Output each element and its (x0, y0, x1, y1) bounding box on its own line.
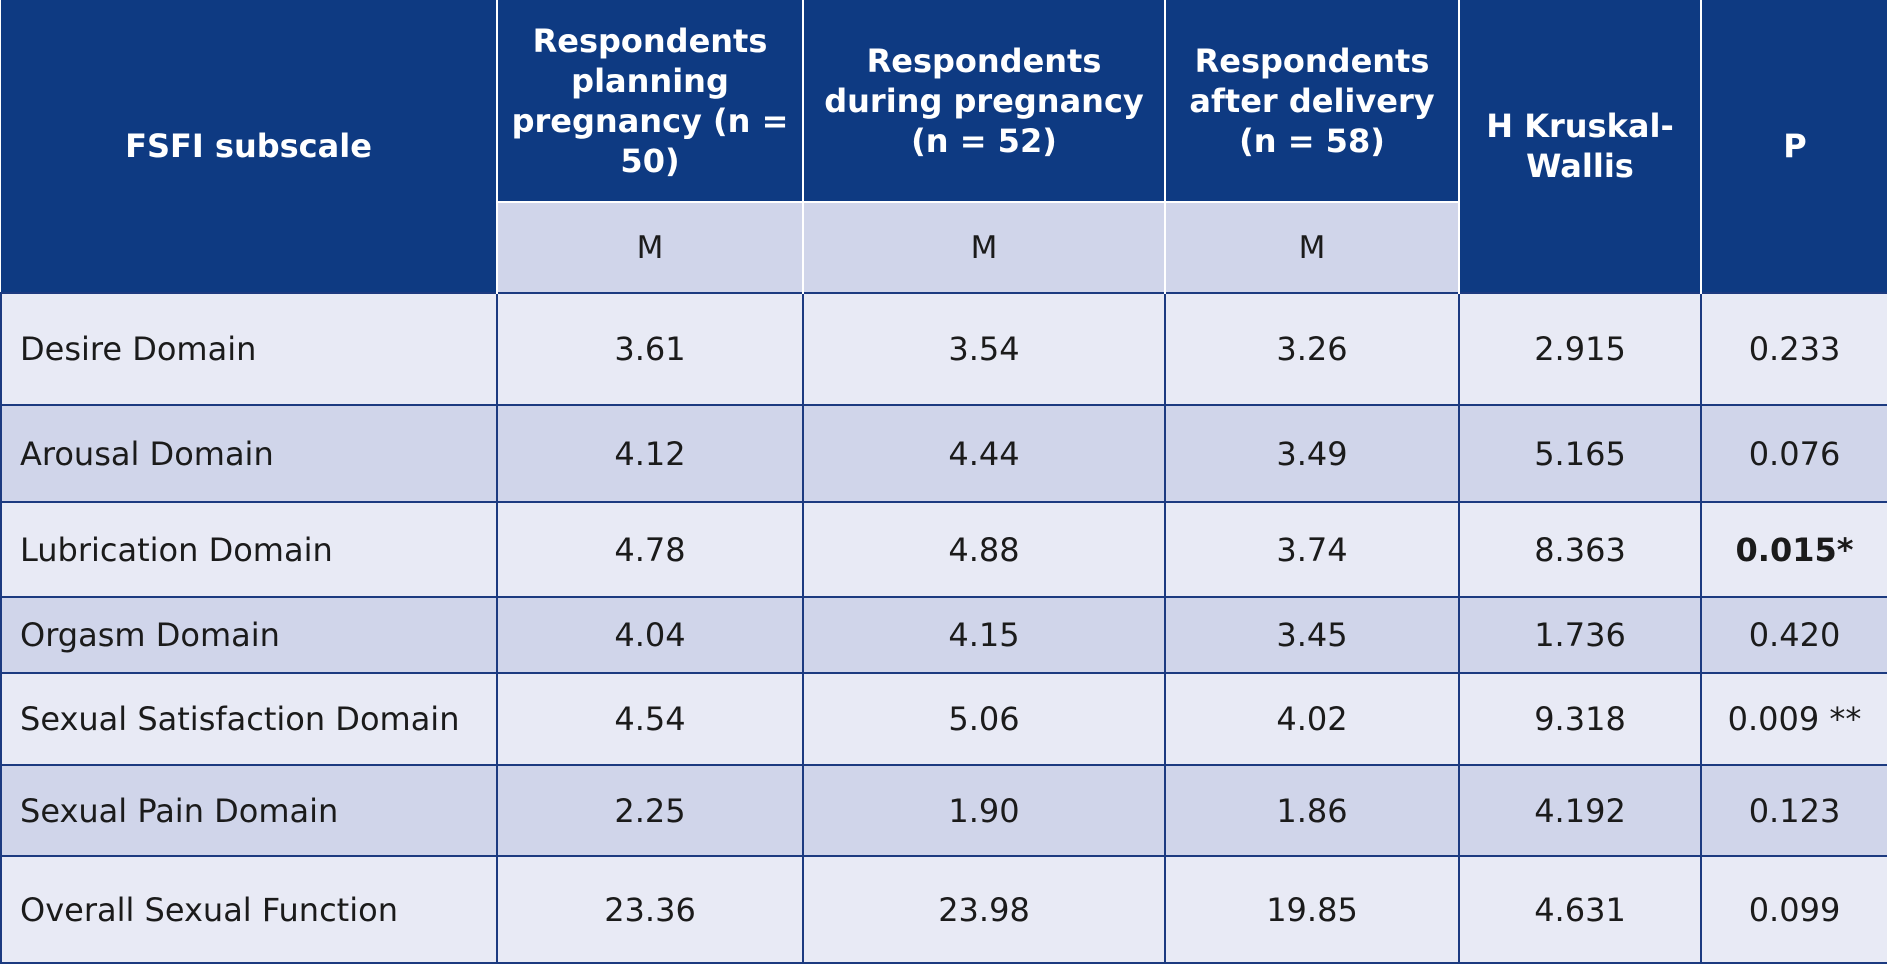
cell-after: 3.45 (1164, 596, 1460, 674)
cell-after: 3.74 (1164, 501, 1460, 598)
row-label: Sexual Satisfaction Domain (0, 672, 498, 766)
cell-planning: 4.78 (496, 501, 804, 598)
cell-h-value: 4.631 (1458, 855, 1702, 964)
cell-planning: 4.54 (496, 672, 804, 766)
cell-after: 4.02 (1164, 672, 1460, 766)
cell-h-value: 9.318 (1458, 672, 1702, 766)
header-p-value: P (1700, 0, 1887, 293)
table-row: Overall Sexual Function 23.36 23.98 19.8… (0, 855, 1887, 964)
table-row: Desire Domain 3.61 3.54 3.26 2.915 0.233 (0, 292, 1887, 406)
cell-during: 4.88 (802, 501, 1166, 598)
table-row: Sexual Satisfaction Domain 4.54 5.06 4.0… (0, 672, 1887, 766)
cell-after: 19.85 (1164, 855, 1460, 964)
cell-p-value: 0.099 (1700, 855, 1887, 964)
cell-p-value: 0.076 (1700, 404, 1887, 503)
cell-p-value: 0.123 (1700, 764, 1887, 857)
cell-h-value: 4.192 (1458, 764, 1702, 857)
subheader-mean-planning: M (497, 201, 804, 293)
cell-h-value: 2.915 (1458, 292, 1702, 406)
cell-planning: 2.25 (496, 764, 804, 857)
row-label: Arousal Domain (0, 404, 498, 503)
row-label: Desire Domain (0, 292, 498, 406)
header-h-kruskal-wallis: H Kruskal-Wallis (1458, 0, 1702, 293)
header-during-pregnancy: Respondents during pregnancy (n = 52) (802, 0, 1166, 202)
table-row: Lubrication Domain 4.78 4.88 3.74 8.363 … (0, 501, 1887, 598)
cell-during: 3.54 (802, 292, 1166, 406)
row-label: Sexual Pain Domain (0, 764, 498, 857)
table-row: Sexual Pain Domain 2.25 1.90 1.86 4.192 … (0, 764, 1887, 857)
cell-during: 1.90 (802, 764, 1166, 857)
cell-p-value-significant: 0.015* (1700, 501, 1887, 598)
cell-during: 4.44 (802, 404, 1166, 503)
cell-after: 1.86 (1164, 764, 1460, 857)
cell-during: 4.15 (802, 596, 1166, 674)
cell-h-value: 1.736 (1458, 596, 1702, 674)
header-planning-pregnancy: Respondents planning pregnancy (n = 50) (496, 0, 804, 202)
cell-after: 3.26 (1164, 292, 1460, 406)
cell-planning: 4.04 (496, 596, 804, 674)
row-label: Orgasm Domain (0, 596, 498, 674)
cell-h-value: 8.363 (1458, 501, 1702, 598)
header-fsfi-subscale: FSFI subscale (1, 0, 498, 293)
header-after-delivery: Respondents after delivery (n = 58) (1164, 0, 1460, 202)
cell-h-value: 5.165 (1458, 404, 1702, 503)
cell-after: 3.49 (1164, 404, 1460, 503)
cell-p-value: 0.009 ** (1700, 672, 1887, 766)
table-row: Arousal Domain 4.12 4.44 3.49 5.165 0.07… (0, 404, 1887, 503)
subheader-mean-after: M (1164, 201, 1459, 293)
cell-during: 5.06 (802, 672, 1166, 766)
cell-planning: 4.12 (496, 404, 804, 503)
row-label: Lubrication Domain (0, 501, 498, 598)
cell-p-value: 0.420 (1700, 596, 1887, 674)
table-header: FSFI subscale Respondents planning pregn… (1, 0, 1887, 293)
cell-p-value: 0.233 (1700, 292, 1887, 406)
cell-during: 23.98 (802, 855, 1166, 964)
cell-planning: 3.61 (496, 292, 804, 406)
table-body: Desire Domain 3.61 3.54 3.26 2.915 0.233… (0, 292, 1887, 964)
subheader-mean-during: M (802, 201, 1166, 293)
table-row: Orgasm Domain 4.04 4.15 3.45 1.736 0.420 (0, 596, 1887, 674)
row-label: Overall Sexual Function (0, 855, 498, 964)
cell-planning: 23.36 (496, 855, 804, 964)
